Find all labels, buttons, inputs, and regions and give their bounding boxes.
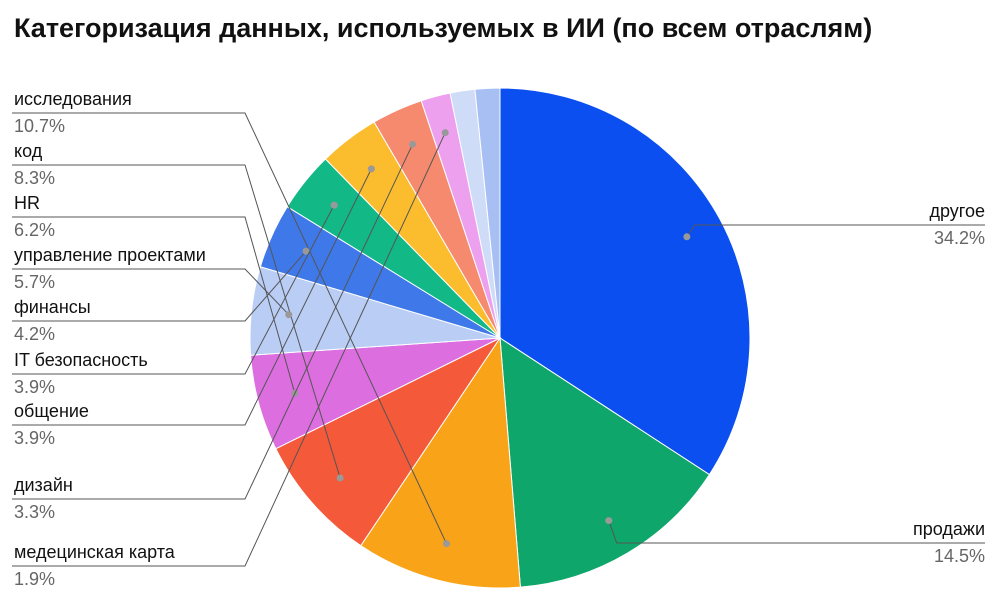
leader-line xyxy=(686,224,985,238)
leader-line xyxy=(12,204,335,375)
leader-dot xyxy=(443,540,451,548)
slice-value: 3.9% xyxy=(14,377,55,397)
slice-label: медецинская карта xyxy=(14,542,176,562)
leader-dot xyxy=(336,474,344,482)
leader-dot xyxy=(605,517,613,525)
slice-value: 4.2% xyxy=(14,324,55,344)
leader-line xyxy=(12,132,446,567)
pie-slice xyxy=(275,336,502,547)
leader-line xyxy=(608,520,985,544)
slice-label: финансы xyxy=(14,297,91,317)
leader-dot xyxy=(441,129,449,137)
slice-label: HR xyxy=(14,193,40,213)
pie-slice xyxy=(499,87,751,476)
slice-label: управление проектами xyxy=(14,245,206,265)
leader-dot xyxy=(285,311,293,319)
leader-dot xyxy=(683,233,691,241)
slice-label: исследования xyxy=(14,89,132,109)
leader-dot xyxy=(367,165,375,173)
slice-label: дизайн xyxy=(14,475,73,495)
leader-line xyxy=(12,168,372,426)
slice-value: 3.3% xyxy=(14,502,55,522)
pie-slice xyxy=(474,87,501,339)
slice-value: 34.2% xyxy=(934,228,985,248)
leader-dot xyxy=(330,201,338,209)
slice-value: 5.7% xyxy=(14,272,55,292)
leader-dot xyxy=(302,247,310,255)
pie-slice xyxy=(499,337,711,588)
slice-value: 3.9% xyxy=(14,428,55,448)
leader-line xyxy=(12,250,307,322)
leader-dot xyxy=(409,140,417,148)
leader-line xyxy=(12,268,290,316)
slice-value: 6.2% xyxy=(14,220,55,240)
chart-title: Категоризация данных, используемых в ИИ … xyxy=(14,13,872,43)
slice-value: 8.3% xyxy=(14,168,55,188)
slice-label: код xyxy=(14,141,43,161)
slice-value: 10.7% xyxy=(14,116,65,136)
slice-label: IT безопасность xyxy=(14,350,148,370)
slice-value: 14.5% xyxy=(934,546,985,566)
leader-line xyxy=(12,164,341,479)
leader-line xyxy=(12,216,296,394)
pie-slice xyxy=(360,336,521,589)
leader-line xyxy=(12,144,414,500)
slice-label: продажи xyxy=(913,519,985,539)
leader-line xyxy=(12,112,447,544)
slice-value: 1.9% xyxy=(14,569,55,589)
slice-label: другое xyxy=(929,201,985,221)
slice-label: общение xyxy=(14,401,89,421)
